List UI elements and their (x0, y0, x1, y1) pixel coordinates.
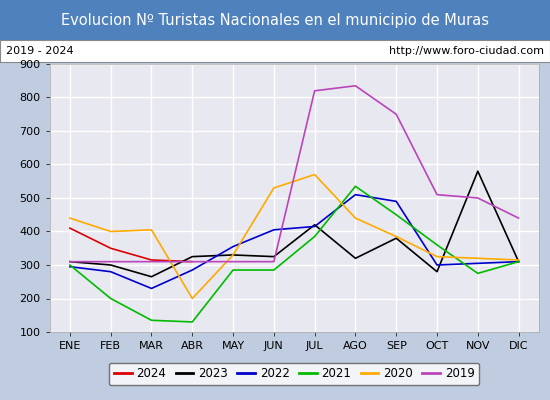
Text: 2019 - 2024: 2019 - 2024 (6, 46, 73, 56)
Legend: 2024, 2023, 2022, 2021, 2020, 2019: 2024, 2023, 2022, 2021, 2020, 2019 (109, 363, 480, 385)
Text: http://www.foro-ciudad.com: http://www.foro-ciudad.com (389, 46, 544, 56)
Text: Evolucion Nº Turistas Nacionales en el municipio de Muras: Evolucion Nº Turistas Nacionales en el m… (61, 14, 489, 28)
